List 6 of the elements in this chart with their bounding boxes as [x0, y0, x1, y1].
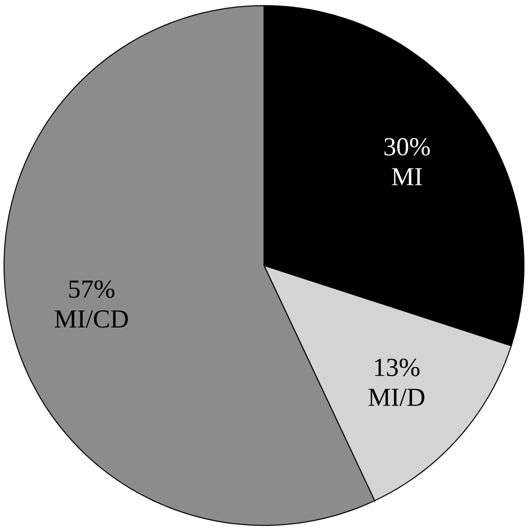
slice-label: MI [392, 168, 422, 186]
data-label: 13% [375, 358, 420, 376]
slice-label: MI/D [368, 388, 424, 406]
data-label: 57% [69, 280, 114, 298]
slice-label: MI/CD [54, 310, 128, 328]
data-label: 30% [384, 138, 430, 156]
